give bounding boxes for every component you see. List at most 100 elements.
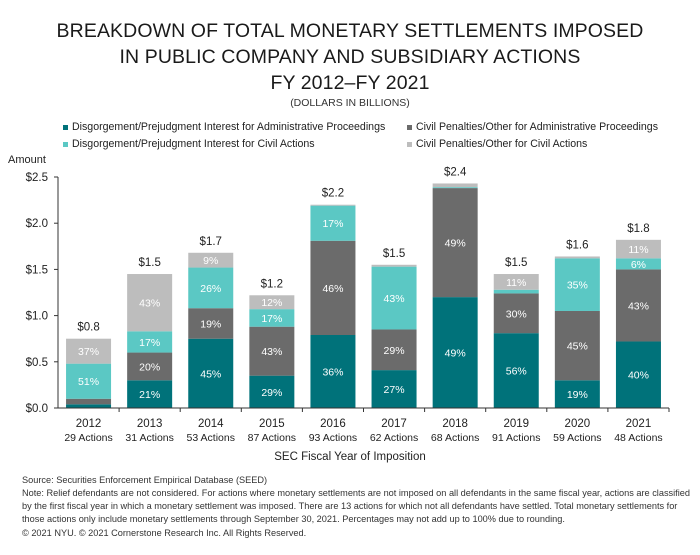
segment-label: 51% [78, 376, 99, 388]
bar-segment [127, 331, 173, 353]
bar-segment [615, 258, 661, 270]
y-axis-title: Amount [8, 154, 46, 166]
y-tick-label: $2.5 [26, 172, 48, 184]
segment-label: 11% [628, 244, 648, 256]
segment-label: 17% [139, 337, 160, 349]
segment-label: 43% [261, 346, 282, 358]
segment-label: 6% [631, 259, 646, 271]
bar-segment [371, 264, 417, 267]
legend-swatch [63, 124, 68, 130]
segment-label: 56% [506, 366, 527, 378]
bar-total-label: $1.5 [383, 248, 405, 260]
segment-label: 46% [322, 283, 343, 295]
bar-segment [249, 309, 295, 327]
segment-label: 17% [261, 313, 282, 325]
bar-segment [66, 363, 112, 399]
bar-segment [615, 239, 661, 259]
bar-segment [310, 240, 356, 336]
bar-segment [493, 274, 539, 290]
bar-segment [432, 187, 478, 189]
bar-segment [554, 380, 600, 408]
bar-total-label: $0.8 [77, 322, 99, 334]
y-tick-label: $0.5 [26, 357, 48, 369]
legend-item-admin-disgorgement: Disgorgement/Prejudgment Interest for Ad… [63, 121, 385, 133]
legend-label: Civil Penalties/Other for Civil Actions [416, 138, 588, 150]
x-tick-sublabel: 53 Actions [187, 432, 235, 444]
segment-label: 45% [200, 368, 221, 380]
x-tick-sublabel: 68 Actions [431, 432, 479, 444]
legend-item-admin-penalties: Civil Penalties/Other for Administrative… [407, 121, 658, 133]
bar-segment [127, 274, 173, 332]
segment-label: 9% [203, 255, 218, 267]
legend-item-civil-disgorgement: Disgorgement/Prejudgment Interest for Ci… [63, 138, 315, 150]
bar-segment [310, 205, 356, 241]
y-tick-label: $1.0 [26, 311, 48, 323]
bar-segment [493, 293, 539, 334]
legend-swatch [63, 141, 68, 147]
x-tick-label: 2020 [565, 418, 591, 430]
x-tick-label: 2019 [503, 418, 529, 430]
bar-segment [66, 398, 112, 405]
legend-item-civil-penalties: Civil Penalties/Other for Civil Actions [407, 138, 587, 150]
segment-label: 36% [322, 367, 343, 379]
bar-segment [188, 338, 234, 408]
bar-segment [554, 256, 600, 259]
legend-swatch [407, 141, 412, 147]
stacked-bar-chart: Amount $0.0 $0.5 $1.0 $1.5 $2.0 $2.5 51% 37% $0.8… [8, 154, 670, 444]
bar-total-label: $1.2 [261, 278, 283, 290]
chart-subtitle: (DOLLARS IN BILLIONS) [290, 97, 410, 109]
bar-segment [493, 333, 539, 408]
bar-segment [371, 370, 417, 408]
x-tick-sublabel: 91 Actions [492, 432, 540, 444]
segment-label: 43% [384, 293, 405, 305]
legend-label: Disgorgement/Prejudgment Interest for Ci… [72, 138, 315, 150]
segment-label: 11% [506, 277, 526, 289]
bar-segment [432, 297, 478, 408]
segment-label: 29% [261, 387, 282, 399]
x-tick-label: 2015 [259, 418, 285, 430]
legend-label: Disgorgement/Prejudgment Interest for Ad… [72, 121, 386, 133]
x-tick-label: 2016 [320, 418, 346, 430]
bar-total-label: $2.2 [322, 188, 344, 200]
segment-label: 37% [78, 346, 99, 358]
chart-title-line-1: BREAKDOWN OF TOTAL MONETARY SETTLEMENTS … [56, 20, 644, 42]
source-note: Source: Securities Enforcement Empirical… [22, 475, 268, 485]
x-tick-sublabel: 29 Actions [64, 432, 112, 444]
bar-segment [615, 341, 661, 408]
bar-segment [371, 266, 417, 330]
bar-segment [188, 267, 234, 309]
bar-segment [127, 380, 173, 408]
x-tick-sublabel: 62 Actions [370, 432, 418, 444]
bar-segment [249, 295, 295, 310]
bar-total-label: $2.4 [444, 166, 467, 178]
x-tick-sublabel: 48 Actions [614, 432, 662, 444]
x-tick-sublabel: 59 Actions [553, 432, 601, 444]
segment-label: 21% [139, 389, 160, 401]
bar-segment [432, 188, 478, 298]
x-tick-label: 2013 [137, 418, 163, 430]
bar-segment [249, 375, 295, 408]
bar-segment [310, 204, 356, 206]
bar-total-label: $1.8 [627, 223, 649, 235]
segment-label: 35% [567, 280, 588, 292]
y-tick-label: $0.0 [26, 403, 48, 415]
bar-segment [310, 335, 356, 408]
x-tick-sublabel: 87 Actions [248, 432, 296, 444]
segment-label: 49% [445, 348, 466, 360]
x-tick-label: 2014 [198, 418, 224, 430]
segment-label: 43% [139, 298, 160, 310]
bar-segment [493, 289, 539, 294]
x-tick-sublabel: 31 Actions [125, 432, 173, 444]
segment-label: 29% [384, 345, 405, 357]
legend-swatch [407, 124, 412, 130]
bar-total-label: $1.5 [138, 257, 160, 269]
segment-label: 43% [628, 300, 649, 312]
bar-segment [66, 338, 112, 364]
bar-segment [615, 269, 661, 342]
legend-label: Civil Penalties/Other for Administrative… [416, 121, 658, 133]
bar-segment [371, 329, 417, 371]
segment-label: 45% [567, 341, 588, 353]
bar-total-label: $1.5 [505, 257, 527, 269]
x-tick-label: 2018 [442, 418, 468, 430]
x-axis-title: SEC Fiscal Year of Imposition [274, 451, 426, 463]
